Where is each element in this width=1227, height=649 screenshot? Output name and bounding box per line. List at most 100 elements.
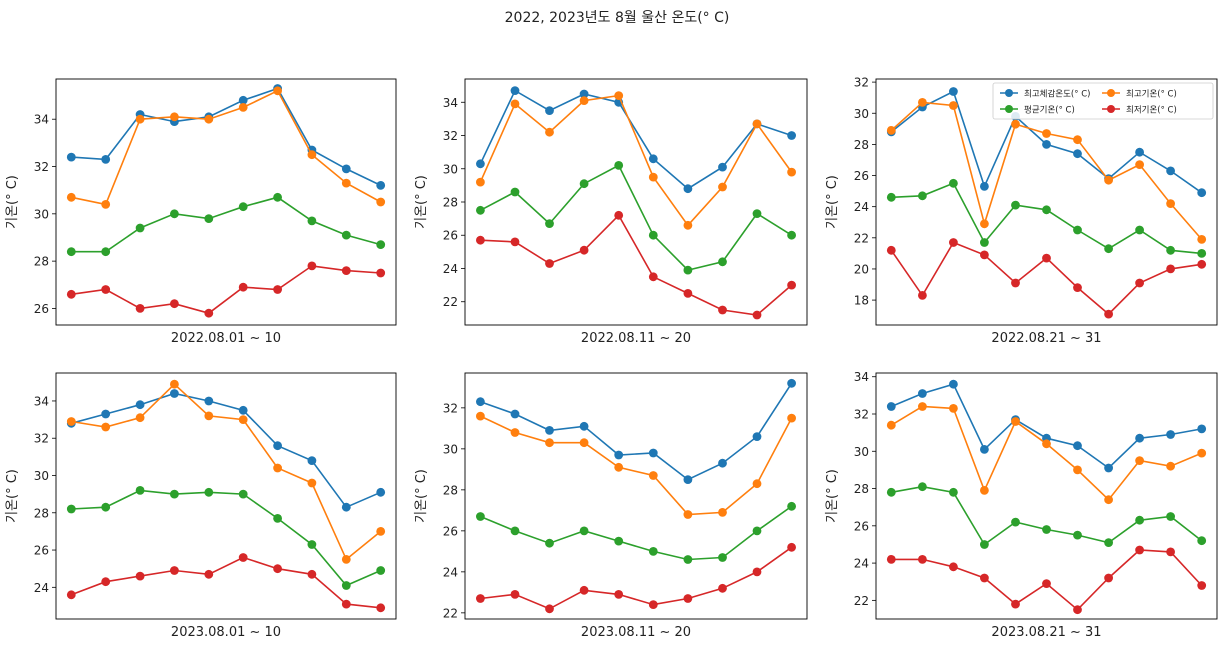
data-point (579, 179, 589, 189)
data-point (718, 458, 727, 468)
data-point (135, 400, 145, 410)
series-line-1 (480, 382, 793, 481)
data-point (1104, 244, 1113, 254)
data-point (886, 402, 896, 411)
series-line-1 (890, 383, 1202, 470)
data-point (886, 192, 896, 202)
plot-frame (55, 78, 397, 326)
data-point (718, 257, 727, 267)
data-point (273, 564, 282, 574)
data-point (1197, 424, 1207, 434)
data-point (376, 527, 386, 536)
chart-panel-4: 24 26 28 30 32 34 기온(° C) 2023.08.01 ~ 10 (5, 372, 397, 640)
data-point (752, 119, 762, 129)
series-line-1 (71, 392, 382, 509)
data-point (476, 594, 485, 603)
data-point (787, 501, 796, 511)
data-point (1166, 547, 1175, 557)
data-point (238, 405, 248, 415)
data-point (476, 512, 485, 521)
data-point (1073, 530, 1082, 540)
data-point (1135, 225, 1144, 235)
series-line-2 (71, 383, 382, 561)
chart-panel-1: 26 28 30 32 34 기온(° C) 2022.08.01 ~ 10 (5, 78, 397, 346)
y-tick-label: 30 (443, 162, 458, 176)
series-line-3 (480, 164, 793, 271)
legend-label: 평균기온(° C) (1024, 105, 1075, 116)
data-point (273, 463, 282, 473)
series-line-2 (890, 405, 1203, 501)
data-point (579, 438, 589, 448)
data-point (238, 415, 248, 424)
data-point (949, 238, 958, 247)
data-point (1104, 463, 1113, 473)
data-point (307, 569, 317, 579)
data-point (752, 567, 762, 577)
y-tick-label: 18 (854, 294, 869, 308)
data-point (949, 562, 958, 572)
data-point (238, 103, 248, 112)
data-point (545, 538, 554, 548)
data-point (1011, 119, 1020, 129)
data-point (718, 583, 727, 593)
data-point (1197, 259, 1207, 269)
data-point (1166, 199, 1175, 209)
data-point (204, 214, 214, 224)
series-line-2 (890, 101, 1203, 240)
data-point (341, 266, 351, 275)
legend-box (992, 82, 1214, 120)
data-point (376, 603, 386, 613)
y-tick-label: 34 (854, 370, 869, 384)
data-point (718, 305, 727, 315)
data-point (545, 219, 554, 229)
data-point (341, 178, 351, 188)
data-point (787, 413, 796, 423)
x-axis-label: 2023.08.11 ~ 20 (581, 625, 691, 640)
chart-panel-6: 22 24 26 28 30 32 34 기온(° C) 2023.08.21 ~ 31 (825, 370, 1218, 640)
data-point (1197, 235, 1207, 244)
y-axis-label: 기온(° C) (414, 469, 429, 523)
y-tick-label: 28 (443, 196, 458, 210)
plot-frame (875, 372, 1218, 620)
data-point (1073, 605, 1082, 615)
x-axis-label: 2023.08.21 ~ 31 (991, 625, 1101, 640)
data-point (101, 200, 111, 209)
data-point (1073, 465, 1082, 475)
y-tick-label: 24 (34, 581, 49, 595)
series-line-3 (891, 485, 1203, 546)
y-axis-label: 기온(° C) (414, 175, 429, 229)
data-point (204, 308, 214, 318)
y-tick-label: 32 (34, 432, 49, 446)
data-point (614, 91, 624, 100)
data-point (170, 389, 179, 398)
data-point (980, 540, 989, 549)
x-axis-label: 2022.08.11 ~ 20 (581, 331, 691, 346)
data-point (510, 409, 520, 419)
data-point (307, 150, 317, 160)
y-tick-label: 26 (34, 302, 49, 316)
y-tick-label: 32 (34, 160, 49, 174)
data-point (1197, 536, 1207, 546)
data-point (886, 555, 896, 564)
y-tick-label: 34 (34, 113, 49, 127)
plot-frame (875, 78, 1218, 326)
data-point (204, 487, 214, 497)
y-axis-label: 기온(° C) (825, 175, 840, 229)
data-point (718, 182, 727, 192)
data-point (510, 187, 520, 197)
data-point (918, 98, 927, 107)
data-point (341, 599, 351, 609)
y-tick-label: 30 (34, 207, 49, 221)
data-point (170, 489, 179, 499)
data-point (376, 197, 386, 207)
data-point (476, 397, 485, 407)
data-point (545, 106, 554, 115)
y-tick-label: 28 (34, 255, 49, 269)
data-point (238, 95, 248, 105)
y-tick-label: 22 (443, 606, 458, 620)
x-axis-label: 2022.08.01 ~ 10 (171, 331, 281, 346)
data-point (101, 155, 111, 164)
data-point (1135, 433, 1144, 443)
data-point (614, 450, 624, 460)
series-line-1 (479, 89, 792, 190)
